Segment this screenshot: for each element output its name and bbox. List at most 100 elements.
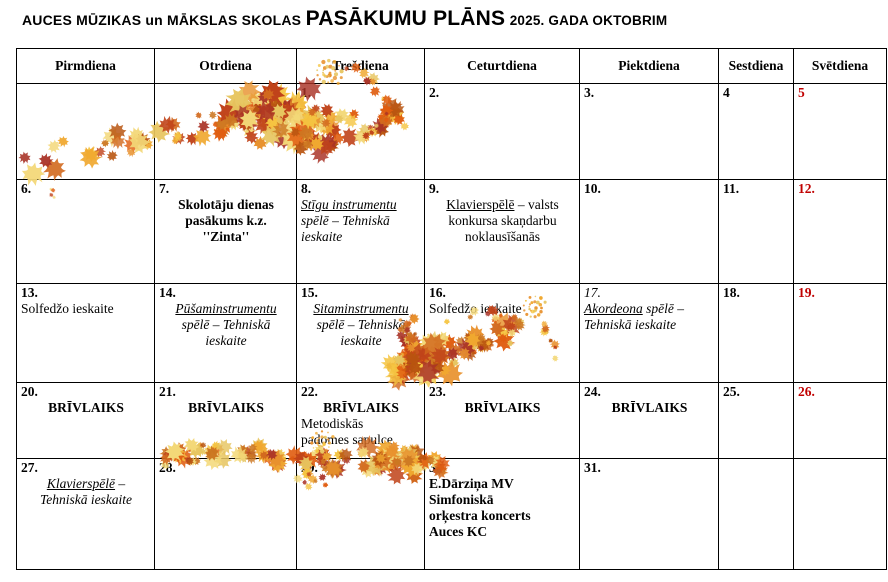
day-number: 24.	[584, 384, 601, 399]
day-number: 23.	[429, 384, 446, 399]
day-cell: 29.	[296, 458, 425, 570]
event-text: Solfedžo ieskaite	[21, 300, 114, 316]
day-number: 7.	[159, 181, 170, 196]
title-school-name: AUCES MŪZIKAS un MĀKSLAS SKOLAS	[22, 12, 302, 28]
day-cell: 17. Akordeona spēlē – Tehniskā ieskaite	[579, 283, 719, 383]
day-cell: 16. Solfedžo ieskaite	[424, 283, 580, 383]
day-cell: 9. Klavierspēlē – valsts konkursa skaņdarb…	[424, 179, 580, 284]
day-number: 20.	[21, 384, 38, 399]
week-row: 13. Solfedžo ieskaite 14. Pūšaminstrumentu s…	[16, 283, 887, 383]
day-cell: 12.	[793, 179, 887, 284]
day-number: 4	[723, 85, 730, 100]
event-text: Akordeona spēlē – Tehniskā ieskaite	[584, 300, 684, 333]
day-cell: 15. Sitaminstrumentu spēlē – Tehniskā ieska…	[296, 283, 425, 383]
calendar-table: Pirmdiena Otrdiena Trešdiena Ceturtdiena…	[16, 48, 887, 570]
weekday-header-sunday: Svētdiena	[793, 48, 887, 84]
day-cell: 11.	[718, 179, 794, 284]
event-text: BRĪVLAIKS	[464, 399, 541, 415]
event-text: Metodiskās padomes sapulce	[301, 416, 393, 448]
day-cell	[154, 83, 297, 180]
day-cell: 7. Skolotāju dienas pasākums k.z. ''Zinta''	[154, 179, 297, 284]
calendar-body: 1. 2. 3. 4 5 6. 7. Skolotāju dienas pasākums k.z…	[16, 83, 887, 570]
day-cell	[793, 458, 887, 570]
day-cell: 18.	[718, 283, 794, 383]
page-title: AUCES MŪZIKAS un MĀKSLAS SKOLAS PASĀKUMU…	[22, 7, 667, 31]
day-number: 19.	[798, 285, 815, 300]
day-cell: 31.	[579, 458, 719, 570]
day-cell	[16, 83, 155, 180]
day-number: 10.	[584, 181, 601, 196]
week-row: 20. BRĪVLAIKS 21. BRĪVLAIKS 22. BRĪVLAIKS Meto…	[16, 382, 887, 459]
day-cell	[718, 458, 794, 570]
day-number: 26.	[798, 384, 815, 399]
day-number: 29.	[301, 460, 318, 475]
day-number: 12.	[798, 181, 815, 196]
day-cell: 22. BRĪVLAIKS Metodiskās padomes sapulce	[296, 382, 425, 459]
day-number: 27.	[21, 460, 38, 475]
day-number: 9.	[429, 181, 440, 196]
day-number: 28.	[159, 460, 176, 475]
day-number: 14.	[159, 285, 176, 300]
day-cell: 20. BRĪVLAIKS	[16, 382, 155, 459]
day-cell: 8. Stīgu instrumentu spēlē – Tehniskā ieska…	[296, 179, 425, 284]
day-cell: 3.	[579, 83, 719, 180]
weekday-header-wednesday: Trešdiena	[296, 48, 425, 84]
event-text: Pūšaminstrumentu spēlē – Tehniskā ieskaite	[175, 300, 277, 349]
weekday-header-tuesday: Otrdiena	[154, 48, 297, 84]
event-text: Klavierspēlē – valsts konkursa skaņdarbu n…	[446, 196, 559, 245]
week-row: 27. Klavierspēlē – Tehniskā ieskaite 28. 29.…	[16, 458, 887, 570]
day-cell: 30. E.Dārziņa MV Simfoniskā orķestra koncer…	[424, 458, 580, 570]
week-row: 6. 7. Skolotāju dienas pasākums k.z. ''Zinta…	[16, 179, 887, 284]
day-number: 3.	[584, 85, 595, 100]
title-main: PASĀKUMU PLĀNS	[305, 7, 506, 30]
day-cell: 24. BRĪVLAIKS	[579, 382, 719, 459]
event-text: BRĪVLAIKS	[188, 399, 264, 415]
day-cell: 4	[718, 83, 794, 180]
day-cell: 23. BRĪVLAIKS	[424, 382, 580, 459]
day-cell: 19.	[793, 283, 887, 383]
day-number: 13.	[21, 285, 38, 300]
day-number: 21.	[159, 384, 176, 399]
day-number: 8.	[301, 181, 312, 196]
weekday-header-row: Pirmdiena Otrdiena Trešdiena Ceturtdiena…	[16, 48, 887, 84]
day-cell: 6.	[16, 179, 155, 284]
day-cell: 1.	[296, 83, 425, 180]
event-text: BRĪVLAIKS	[323, 399, 399, 415]
event-text: E.Dārziņa MV Simfoniskā orķestra koncerts A…	[429, 475, 531, 540]
day-cell: 10.	[579, 179, 719, 284]
weekday-header-friday: Piektdiena	[579, 48, 719, 84]
day-number: 25.	[723, 384, 740, 399]
event-text: Skolotāju dienas pasākums k.z. ''Zinta''	[178, 196, 274, 245]
day-number: 5	[798, 85, 805, 100]
day-number: 15.	[301, 285, 318, 300]
day-number: 6.	[21, 181, 32, 196]
day-cell: 13. Solfedžo ieskaite	[16, 283, 155, 383]
event-text: BRĪVLAIKS	[611, 399, 688, 415]
day-number: 16.	[429, 285, 446, 300]
day-number: 1.	[301, 85, 312, 100]
day-cell: 5	[793, 83, 887, 180]
title-period: 2025. GADA OKTOBRIM	[509, 13, 668, 28]
event-text: Sitaminstrumentu spēlē – Tehniskā ieskaite	[313, 300, 409, 349]
weekday-header-saturday: Sestdiena	[718, 48, 794, 84]
day-number: 11.	[723, 181, 740, 196]
day-number: 30.	[429, 460, 446, 475]
weekday-header-monday: Pirmdiena	[16, 48, 155, 84]
week-row: 1. 2. 3. 4 5	[16, 83, 887, 180]
day-number: 17.	[584, 285, 601, 300]
event-text: Solfedžo ieskaite	[429, 300, 522, 316]
day-number: 18.	[723, 285, 740, 300]
day-cell: 21. BRĪVLAIKS	[154, 382, 297, 459]
event-text: Klavierspēlē – Tehniskā ieskaite	[39, 475, 133, 508]
weekday-header-thursday: Ceturtdiena	[424, 48, 580, 84]
event-text: BRĪVLAIKS	[48, 399, 124, 415]
day-number: 31.	[584, 460, 601, 475]
day-number: 2.	[429, 85, 440, 100]
event-text: Stīgu instrumentu spēlē – Tehniskā ieskait…	[301, 196, 397, 245]
day-cell: 28.	[154, 458, 297, 570]
day-cell: 26.	[793, 382, 887, 459]
day-cell: 25.	[718, 382, 794, 459]
day-number: 22.	[301, 384, 318, 399]
day-cell: 2.	[424, 83, 580, 180]
